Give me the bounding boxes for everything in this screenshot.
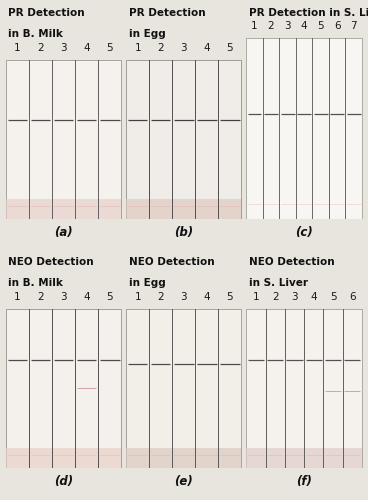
Bar <box>126 200 241 218</box>
Text: 5: 5 <box>227 43 233 53</box>
Text: 2: 2 <box>158 43 164 53</box>
Bar <box>126 448 241 468</box>
Text: in Egg: in Egg <box>128 30 165 40</box>
Text: 1: 1 <box>251 22 258 32</box>
Text: NEO Detection: NEO Detection <box>8 256 94 266</box>
Bar <box>126 60 241 218</box>
Text: PR Detection: PR Detection <box>128 8 205 18</box>
Text: 2: 2 <box>158 292 164 302</box>
Text: (b): (b) <box>174 226 193 239</box>
Text: 3: 3 <box>291 292 298 302</box>
Text: NEO Detection: NEO Detection <box>128 256 214 266</box>
Text: in B. Milk: in B. Milk <box>8 278 63 288</box>
Text: 3: 3 <box>60 292 67 302</box>
Text: PR Detection: PR Detection <box>8 8 85 18</box>
Text: 5: 5 <box>317 22 324 32</box>
Text: 4: 4 <box>311 292 317 302</box>
Text: (a): (a) <box>54 226 73 239</box>
Bar <box>246 308 362 468</box>
Text: 3: 3 <box>181 43 187 53</box>
Bar <box>6 200 121 218</box>
Text: PR Detection in S. Liver: PR Detection in S. Liver <box>249 8 368 18</box>
Bar <box>126 308 241 468</box>
Text: 5: 5 <box>106 43 113 53</box>
Text: 2: 2 <box>272 292 279 302</box>
Text: 3: 3 <box>60 43 67 53</box>
Text: 6: 6 <box>349 292 355 302</box>
Text: 7: 7 <box>350 22 357 32</box>
Text: NEO Detection: NEO Detection <box>249 256 334 266</box>
Bar <box>246 38 362 218</box>
Bar <box>6 308 121 468</box>
Text: in B. Milk: in B. Milk <box>8 30 63 40</box>
Text: 2: 2 <box>268 22 275 32</box>
Text: 1: 1 <box>14 43 21 53</box>
Bar <box>246 448 362 468</box>
Text: 1: 1 <box>252 292 259 302</box>
Text: 4: 4 <box>84 292 90 302</box>
Bar <box>6 60 121 218</box>
Text: 3: 3 <box>181 292 187 302</box>
Text: 4: 4 <box>84 43 90 53</box>
Text: (f): (f) <box>296 475 312 488</box>
Text: 5: 5 <box>330 292 336 302</box>
Text: 1: 1 <box>134 43 141 53</box>
Text: 4: 4 <box>204 43 210 53</box>
Text: 2: 2 <box>38 43 44 53</box>
Text: 6: 6 <box>334 22 340 32</box>
Text: (e): (e) <box>174 475 193 488</box>
Text: 4: 4 <box>301 22 307 32</box>
Text: 1: 1 <box>14 292 21 302</box>
Text: 2: 2 <box>38 292 44 302</box>
Text: (d): (d) <box>54 475 73 488</box>
Text: 1: 1 <box>134 292 141 302</box>
Text: 5: 5 <box>227 292 233 302</box>
Text: in S. Liver: in S. Liver <box>249 278 308 288</box>
Text: 3: 3 <box>284 22 291 32</box>
Text: (c): (c) <box>295 226 313 239</box>
Text: 5: 5 <box>106 292 113 302</box>
Text: in Egg: in Egg <box>128 278 165 288</box>
Text: 4: 4 <box>204 292 210 302</box>
Bar <box>6 448 121 468</box>
